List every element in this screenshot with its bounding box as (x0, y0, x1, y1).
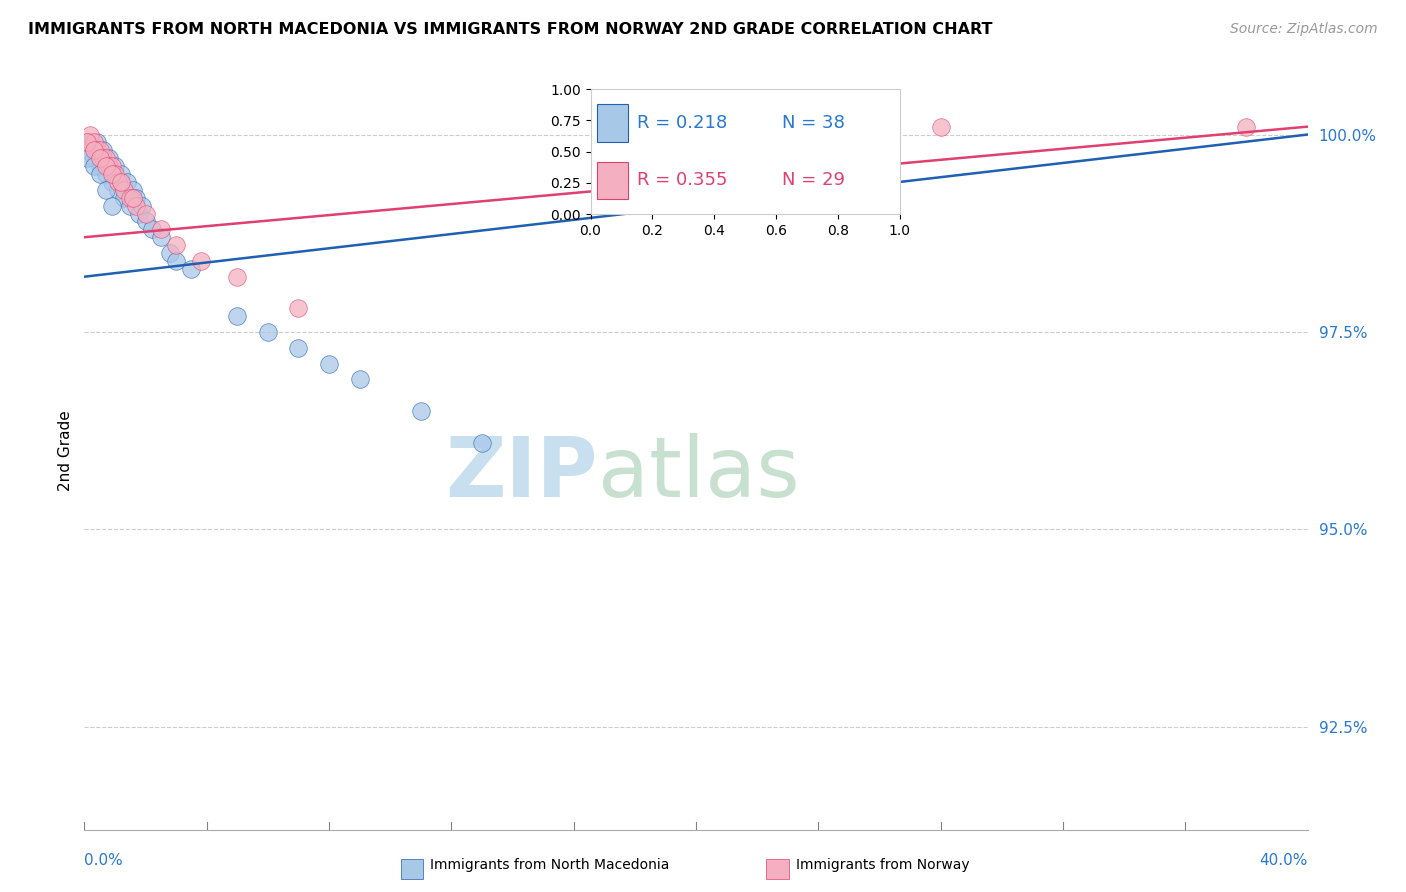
Text: N = 29: N = 29 (782, 171, 845, 189)
Point (409, 404, 432, 418)
Point (91, 144, 114, 158)
Point (125, 199, 148, 213)
Text: atlas: atlas (598, 433, 800, 514)
Point (79, 128, 101, 142)
Point (94, 159, 117, 173)
Point (125, 191, 148, 205)
Y-axis label: 2nd Grade: 2nd Grade (58, 410, 73, 491)
Point (89, 151, 111, 165)
Point (149, 230, 172, 244)
Point (122, 191, 145, 205)
Point (929, 120, 952, 134)
Point (91, 151, 114, 165)
Text: Source: ZipAtlas.com: Source: ZipAtlas.com (1230, 22, 1378, 37)
Point (112, 183, 135, 197)
Text: 0.0%: 0.0% (84, 854, 124, 868)
Point (97, 159, 120, 173)
Point (165, 238, 187, 252)
Point (94, 151, 117, 165)
Point (79, 136, 101, 150)
Point (349, 372, 371, 386)
Point (101, 199, 124, 213)
Point (76, 144, 98, 158)
Point (101, 167, 124, 181)
Point (257, 325, 280, 339)
Point (104, 159, 127, 173)
Point (89, 167, 111, 181)
Point (287, 341, 309, 355)
Point (128, 206, 150, 220)
Point (94, 167, 117, 181)
Point (131, 199, 153, 213)
Point (120, 191, 142, 205)
Point (135, 206, 157, 220)
Point (471, 435, 494, 450)
Point (165, 254, 187, 268)
Point (83, 159, 105, 173)
Text: Immigrants from North Macedonia: Immigrants from North Macedonia (430, 858, 669, 872)
Point (318, 357, 340, 371)
Point (89, 144, 111, 158)
Point (120, 199, 142, 213)
Text: N = 38: N = 38 (782, 114, 845, 132)
Point (107, 183, 129, 197)
Text: ZIP: ZIP (446, 433, 598, 514)
Point (115, 175, 138, 189)
FancyBboxPatch shape (596, 104, 627, 142)
Point (226, 309, 249, 323)
Point (159, 246, 181, 260)
Point (1236, 120, 1258, 134)
Point (76, 136, 98, 150)
Point (101, 159, 124, 173)
Point (110, 167, 132, 181)
Point (101, 175, 124, 189)
Point (226, 269, 249, 284)
Text: IMMIGRANTS FROM NORTH MACEDONIA VS IMMIGRANTS FROM NORWAY 2ND GRADE CORRELATION : IMMIGRANTS FROM NORTH MACEDONIA VS IMMIG… (28, 22, 993, 37)
Point (112, 191, 135, 205)
Point (76, 151, 98, 165)
Text: 40.0%: 40.0% (1260, 854, 1308, 868)
Point (287, 301, 309, 316)
Point (107, 175, 129, 189)
Point (190, 254, 212, 268)
Point (180, 261, 202, 276)
Point (83, 151, 105, 165)
Point (76, 136, 98, 150)
Point (110, 175, 132, 189)
Point (149, 222, 172, 236)
Text: R = 0.355: R = 0.355 (637, 171, 727, 189)
Point (141, 222, 163, 236)
Point (104, 167, 127, 181)
Point (89, 159, 111, 173)
Point (83, 136, 105, 150)
Point (122, 183, 145, 197)
Point (83, 144, 105, 158)
Point (94, 183, 117, 197)
Point (135, 214, 157, 228)
Point (97, 151, 120, 165)
Text: R = 0.218: R = 0.218 (637, 114, 727, 132)
FancyBboxPatch shape (596, 161, 627, 199)
Point (86, 136, 108, 150)
Text: Immigrants from Norway: Immigrants from Norway (796, 858, 969, 872)
Point (869, 128, 891, 142)
Point (86, 144, 108, 158)
